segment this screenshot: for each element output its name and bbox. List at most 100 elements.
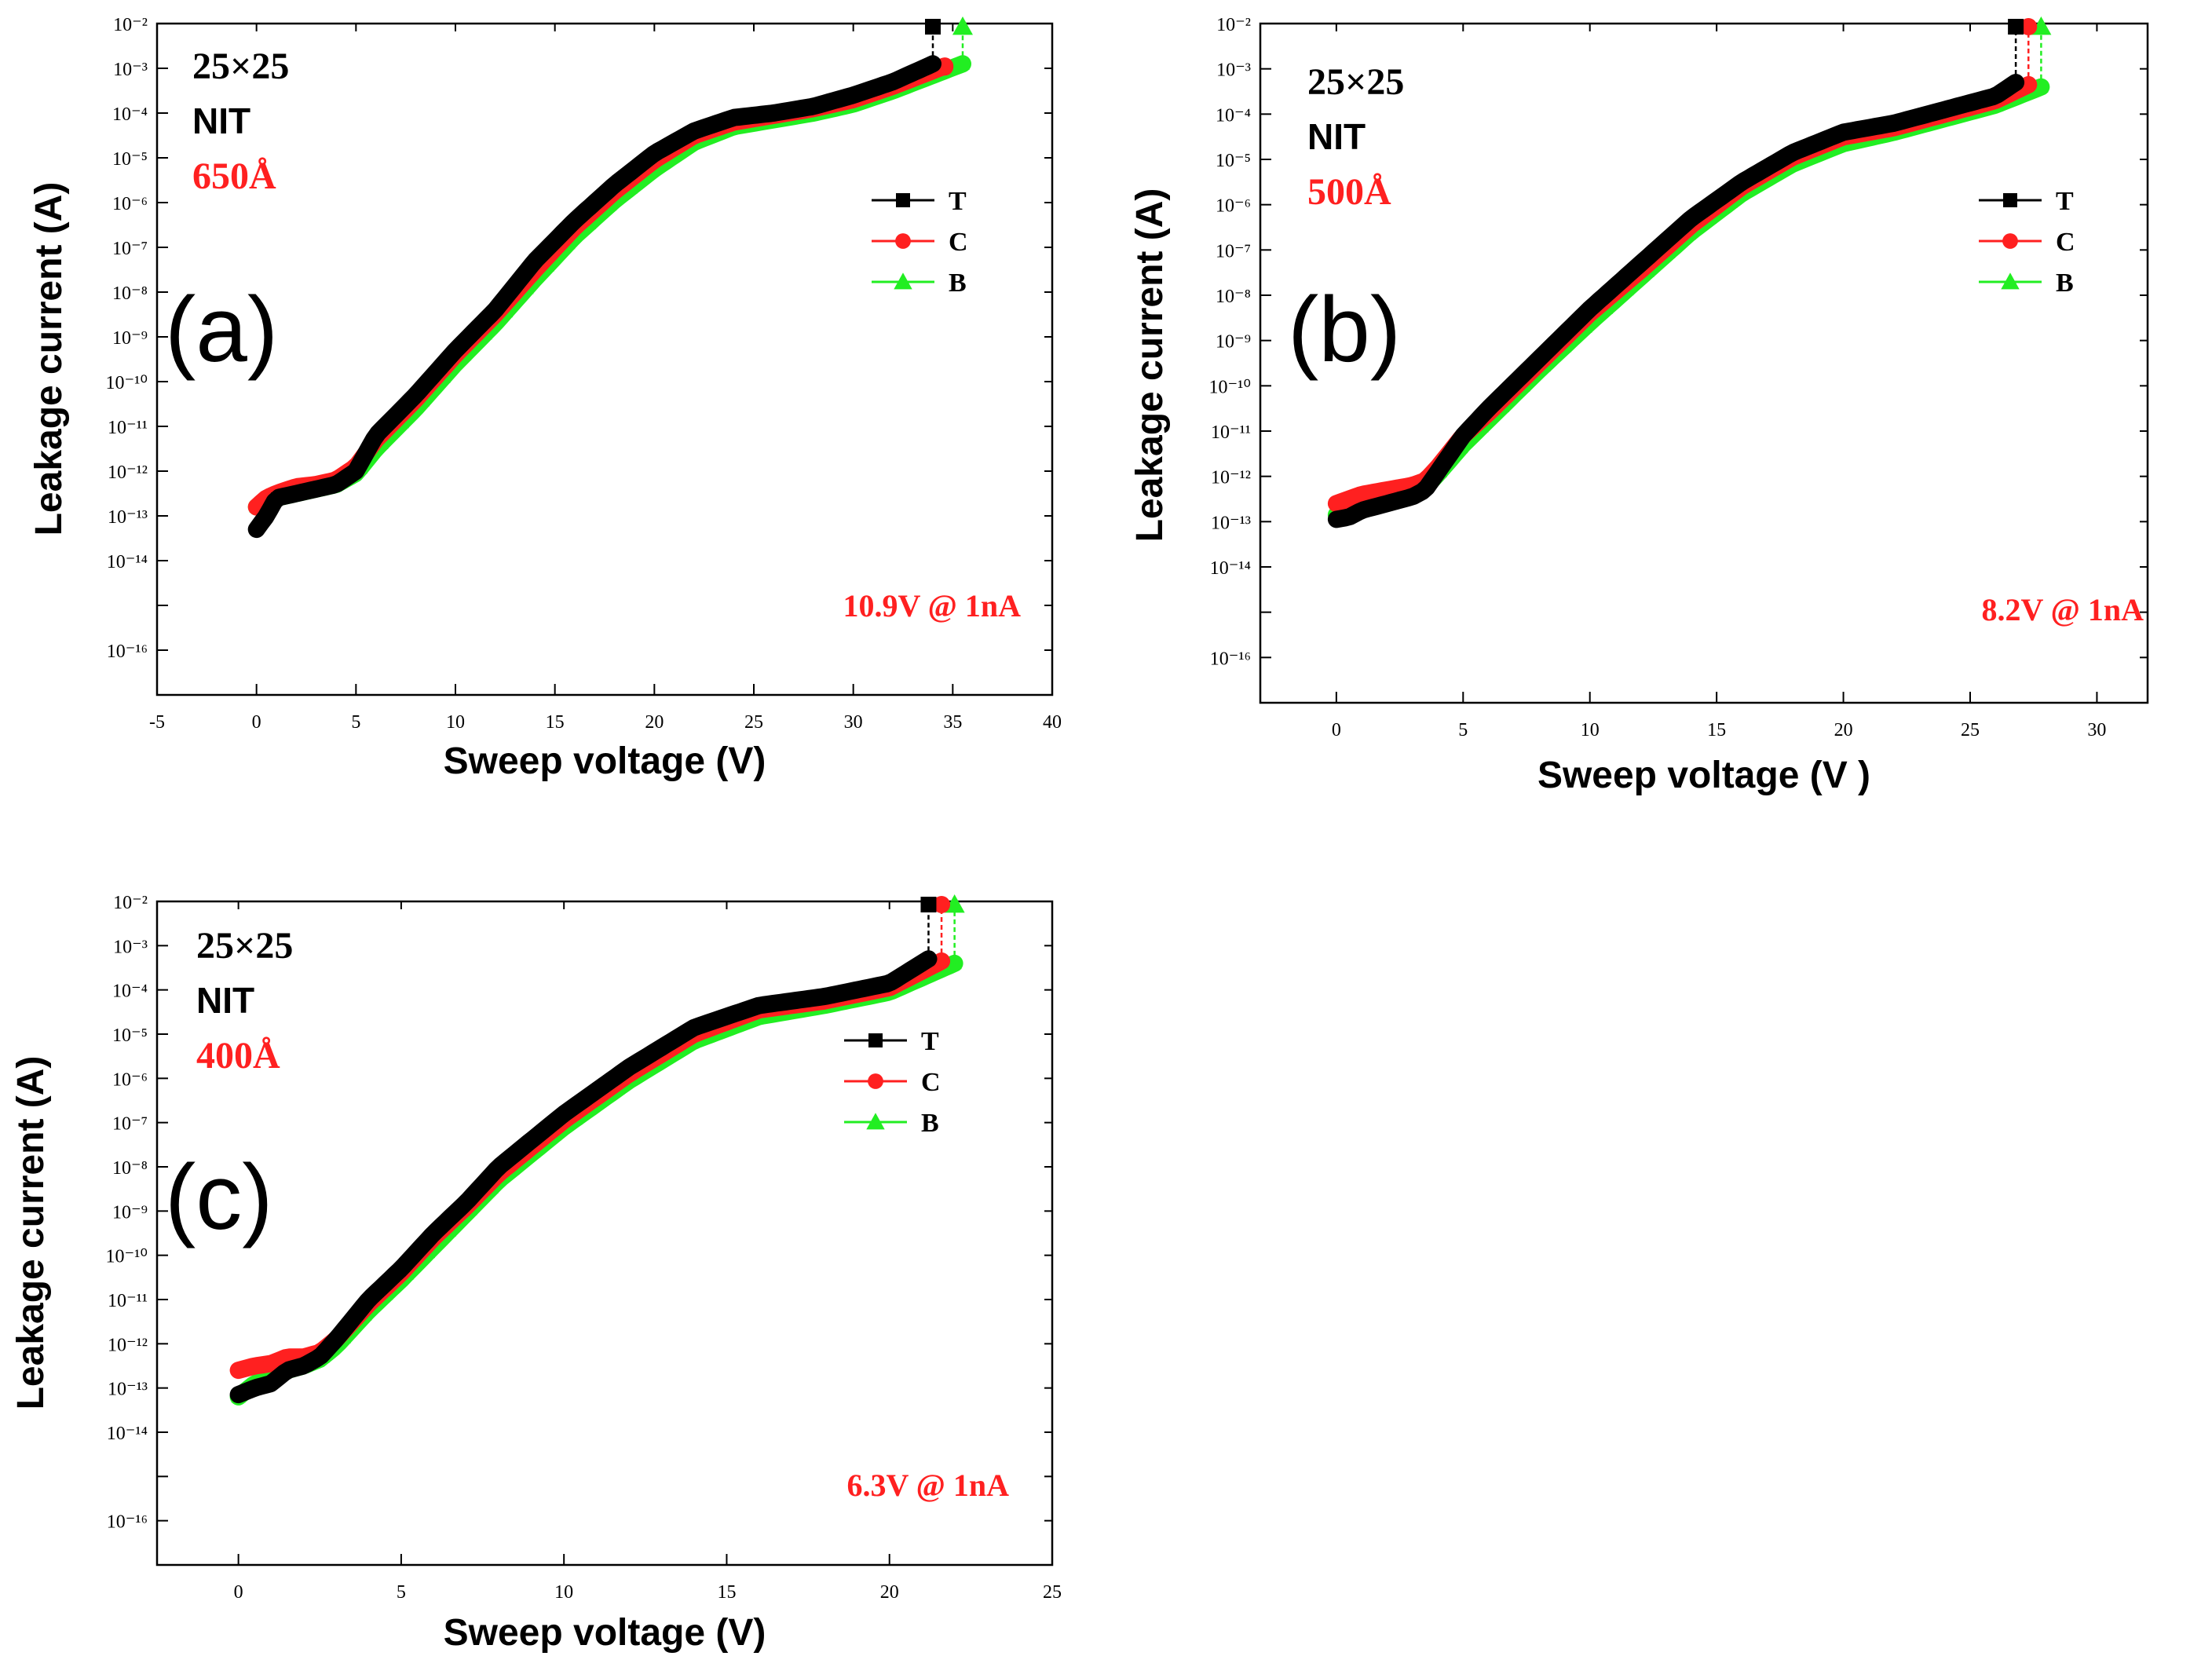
legend-marker-b <box>2001 272 2020 290</box>
series-t-point <box>253 1381 265 1393</box>
series-t <box>1327 19 2025 528</box>
series-t-point <box>902 966 914 978</box>
series-t-point <box>1470 415 1482 427</box>
series-t-point <box>689 125 700 137</box>
series-t-point <box>569 214 580 226</box>
y-tick-label: 10⁻⁹ <box>112 328 148 349</box>
series-t-point <box>1651 243 1662 255</box>
x-tick-label: 5 <box>351 712 360 733</box>
legend-marker-t <box>896 193 910 207</box>
series-t-point <box>1570 316 1582 328</box>
series-t-point <box>740 1004 751 1016</box>
series-t-point <box>1450 440 1462 451</box>
y-tick-label: 10⁻¹⁶ <box>107 1512 148 1533</box>
y-tick-label: 10⁻¹³ <box>1211 513 1251 533</box>
series-t-point <box>415 1241 427 1252</box>
material-label: NIT <box>192 101 250 141</box>
material-label: NIT <box>1307 116 1366 157</box>
thickness-label: 500Å <box>1307 171 1391 213</box>
plot-frame <box>1259 22 2149 704</box>
y-tick-label: 10⁻³ <box>1216 60 1251 81</box>
legend: TCB <box>1979 187 2075 298</box>
series-t-breakdown-point <box>920 897 937 912</box>
legend-label: T <box>949 187 967 216</box>
y-tick-label: 10⁻⁷ <box>1216 241 1251 261</box>
series-t-point <box>760 999 772 1011</box>
series-t-point <box>578 1094 590 1106</box>
legend-label: C <box>949 228 968 257</box>
series-t-point <box>1370 500 1382 512</box>
y-axis-label: Leakage current (A) <box>1129 188 1171 543</box>
x-tick-label: 25 <box>1961 720 1980 740</box>
x-tick-label: 10 <box>554 1582 573 1603</box>
series-t-point <box>436 1220 448 1232</box>
series-t-point <box>1930 106 1942 118</box>
x-tick-label: 10 <box>1581 720 1600 740</box>
threshold-result-label: 10.9V @ 1nA <box>843 588 1021 623</box>
series-t-point <box>331 479 342 491</box>
series-t-point <box>232 1389 244 1401</box>
series-t-point <box>537 1125 549 1137</box>
legend-marker-t <box>868 1033 883 1047</box>
x-tick-label: 15 <box>546 712 565 733</box>
y-tick-label: 10⁻¹³ <box>108 507 148 528</box>
series-t-point <box>1790 145 1802 157</box>
legend-label: T <box>2056 187 2074 216</box>
legend-marker-c <box>895 233 911 249</box>
y-tick-label: 10⁻⁷ <box>112 239 148 259</box>
device-size-label: 25×25 <box>192 46 289 87</box>
series-c-point <box>273 1354 287 1366</box>
x-tick-label: 25 <box>1043 1582 1062 1603</box>
series-t-point <box>700 1018 711 1029</box>
x-tick-label: 30 <box>2087 720 2106 740</box>
series-t-point <box>1391 495 1402 507</box>
series-t-point <box>748 109 759 121</box>
series-t-point <box>291 488 302 499</box>
y-tick-label: 10⁻¹¹ <box>108 418 148 438</box>
y-tick-label: 10⁻¹⁶ <box>1210 649 1251 669</box>
y-tick-label: 10⁻⁶ <box>112 1069 148 1090</box>
y-tick-label: 10⁻¹² <box>108 462 148 483</box>
series-t-point <box>1830 130 1842 141</box>
x-axis-label: Sweep voltage (V ) <box>1537 755 1870 796</box>
legend: TCB <box>872 187 968 298</box>
series-t-point <box>1590 298 1602 309</box>
x-tick-label: 25 <box>744 712 763 733</box>
y-tick-label: 10⁻¹³ <box>108 1380 148 1400</box>
legend: TCB <box>844 1027 941 1138</box>
threshold-result-label: 8.2V @ 1nA <box>1981 592 2144 627</box>
x-axis-label: Sweep voltage (V) <box>444 1612 766 1654</box>
series-c-breakdown-point <box>2020 18 2038 35</box>
series-t-point <box>334 1329 346 1340</box>
y-tick-label: 10⁻⁶ <box>112 194 148 214</box>
series-c-point <box>250 500 263 514</box>
y-tick-label: 10⁻⁵ <box>1216 151 1251 171</box>
x-tick-label: 15 <box>1707 720 1726 740</box>
plot-frame <box>155 900 1054 1566</box>
series-t-point <box>609 179 620 191</box>
series-t-point <box>294 1361 305 1373</box>
series-t-point <box>788 104 799 115</box>
legend-label: C <box>2056 228 2075 257</box>
y-tick-label: 10⁻⁴ <box>1216 105 1251 126</box>
x-tick-label: 20 <box>1834 720 1853 740</box>
thickness-label: 650Å <box>192 155 276 197</box>
y-tick-label: 10⁻² <box>113 893 148 913</box>
series-c-point <box>1351 490 1363 503</box>
series-t-breakdown-point <box>925 19 941 35</box>
series-c-breakdown-point <box>933 896 951 913</box>
series-t-breakdown-point <box>2008 19 2024 35</box>
series-t-point <box>271 492 282 504</box>
series-t-point <box>529 255 541 267</box>
x-tick-label: 20 <box>645 712 664 733</box>
series-t-point <box>708 119 720 130</box>
series-t <box>229 897 938 1404</box>
series-t-point <box>808 101 819 112</box>
device-size-label: 25×25 <box>1307 61 1404 103</box>
series-t-point <box>375 1282 386 1294</box>
panel-letter: (a) <box>165 278 278 382</box>
series-t-point <box>821 990 833 1002</box>
x-tick-label: 0 <box>252 712 261 733</box>
y-tick-label: 10⁻⁵ <box>112 149 148 170</box>
